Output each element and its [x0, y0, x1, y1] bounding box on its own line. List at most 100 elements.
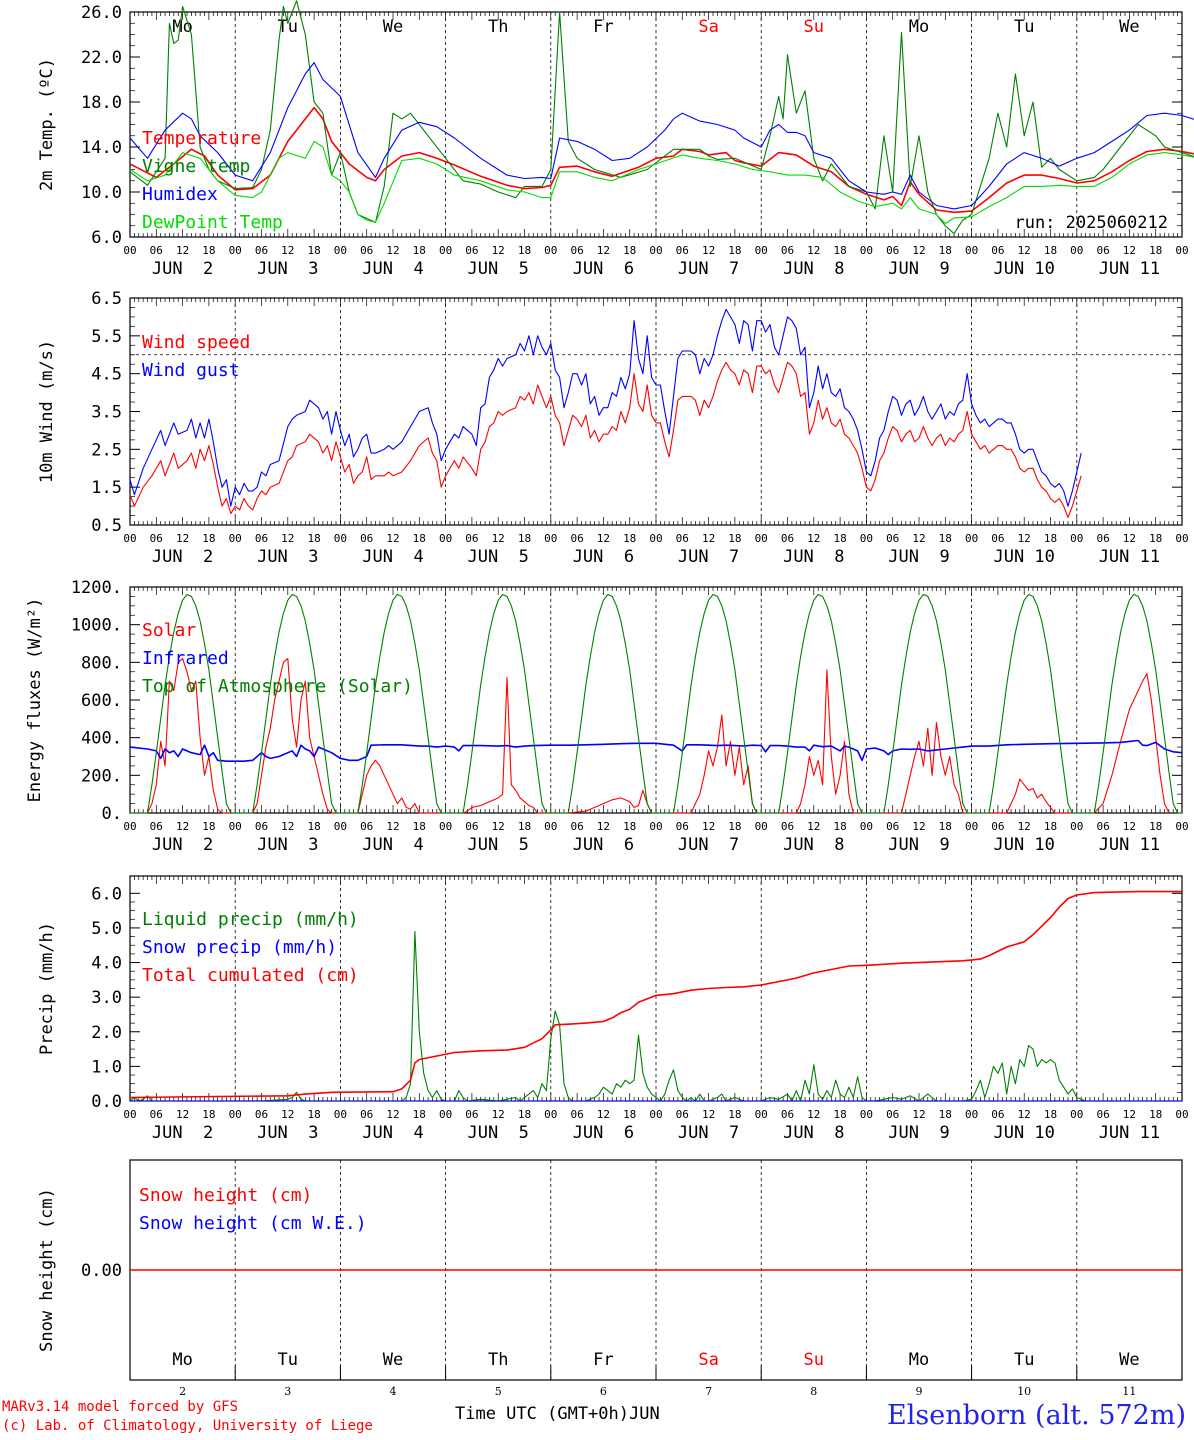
- date-label: JUN 7: [678, 1123, 739, 1143]
- hour-tick-label: 12: [1123, 244, 1136, 257]
- hour-tick-label: 18: [833, 244, 846, 257]
- hour-tick-label: 18: [202, 244, 215, 257]
- hour-tick-label: 18: [202, 532, 215, 545]
- date-label: JUN 3: [257, 1123, 318, 1143]
- hour-tick-label: 00: [649, 1108, 662, 1121]
- hour-tick-label: 12: [597, 532, 610, 545]
- date-label: JUN 4: [362, 835, 423, 855]
- hour-tick-label: 12: [176, 820, 189, 833]
- y-tick-label: 200.: [81, 766, 122, 786]
- hour-tick-label: 18: [518, 244, 531, 257]
- hour-tick-label: 12: [176, 244, 189, 257]
- x-axis-month: JUN: [629, 1404, 660, 1424]
- legend-entry: Total cumulated (cm): [142, 965, 359, 986]
- hour-tick-label: 12: [386, 820, 399, 833]
- legend-entry: Solar: [142, 620, 196, 641]
- hour-tick-label: 00: [860, 820, 873, 833]
- model-credits: MARv3.14 model forced by GFS (c) Lab. of …: [2, 1398, 373, 1436]
- y-tick-label: 800.: [81, 653, 122, 673]
- y-tick-label: 0.0: [91, 1092, 122, 1112]
- hour-tick-label: 00: [965, 820, 978, 833]
- date-label: JUN 2: [152, 259, 213, 279]
- hour-tick-label: 18: [307, 244, 320, 257]
- hour-tick-label: 00: [1175, 820, 1188, 833]
- hour-tick-label: 06: [570, 820, 583, 833]
- hour-tick-label: 00: [1175, 244, 1188, 257]
- hour-tick-label: 06: [886, 532, 899, 545]
- hour-tick-label: 12: [386, 532, 399, 545]
- hour-tick-label: 18: [307, 532, 320, 545]
- hour-tick-label: 12: [807, 532, 820, 545]
- legend-entry: Liquid precip (mm/h): [142, 909, 359, 930]
- hour-tick-label: 06: [886, 244, 899, 257]
- y-tick-label: 1.0: [91, 1057, 122, 1077]
- day-of-week-label: We: [383, 17, 403, 37]
- date-label: JUN 4: [362, 547, 423, 567]
- day-number-label: 10: [1017, 1385, 1031, 1398]
- hour-tick-label: 12: [1018, 244, 1031, 257]
- hour-tick-label: 00: [1070, 1108, 1083, 1121]
- legend-entry: Humidex: [142, 184, 218, 205]
- hour-tick-label: 06: [150, 1108, 163, 1121]
- hour-tick-label: 00: [123, 244, 136, 257]
- hour-tick-label: 06: [781, 244, 794, 257]
- y-tick-label: 18.0: [81, 93, 122, 113]
- series-line: [129, 62, 1194, 210]
- day-of-week-label: Th: [488, 1350, 508, 1370]
- hour-tick-label: 06: [255, 820, 268, 833]
- y-tick-label: 3.0: [91, 988, 122, 1008]
- hour-tick-label: 18: [939, 532, 952, 545]
- date-label: JUN 5: [467, 259, 528, 279]
- hour-tick-label: 12: [281, 820, 294, 833]
- hour-tick-label: 18: [1149, 532, 1162, 545]
- date-label: JUN 3: [257, 835, 318, 855]
- hour-tick-label: 18: [307, 820, 320, 833]
- hour-tick-label: 12: [1123, 532, 1136, 545]
- hour-tick-label: 00: [965, 1108, 978, 1121]
- hour-tick-label: 18: [518, 1108, 531, 1121]
- hour-tick-label: 12: [281, 244, 294, 257]
- legend-entry: Vigne temp: [142, 156, 250, 177]
- hour-tick-label: 06: [255, 1108, 268, 1121]
- legend-entry: Infrared: [142, 648, 229, 669]
- hour-tick-label: 06: [676, 244, 689, 257]
- hour-tick-label: 18: [1044, 1108, 1057, 1121]
- hour-tick-label: 00: [229, 532, 242, 545]
- hour-tick-label: 06: [465, 820, 478, 833]
- date-label: JUN 9: [888, 259, 949, 279]
- day-of-week-label: Mo: [909, 17, 929, 37]
- legend-entry: Snow height (cm W.E.): [139, 1213, 367, 1234]
- hour-tick-label: 06: [150, 532, 163, 545]
- hour-tick-label: 18: [518, 820, 531, 833]
- date-label: JUN 5: [467, 1123, 528, 1143]
- hour-tick-label: 18: [623, 1108, 636, 1121]
- hour-tick-label: 00: [544, 244, 557, 257]
- meteogram: 00 06 12 18 00 06 12 18 00 06 12 18 00 06 12 18 00 06 12 18…: [25, 0, 1194, 1398]
- hour-tick-label: 06: [360, 820, 373, 833]
- day-number-label: 7: [705, 1385, 712, 1398]
- x-axis-title: Time UTC (GMT+0h)JUN: [455, 1404, 660, 1424]
- hour-tick-label: 06: [991, 820, 1004, 833]
- hour-tick-label: 12: [702, 820, 715, 833]
- hour-tick-label: 12: [702, 244, 715, 257]
- y-tick-label: 0.5: [91, 516, 122, 536]
- y-tick-label: 0.: [102, 804, 122, 824]
- hour-tick-label: 00: [1175, 532, 1188, 545]
- hour-tick-label: 00: [965, 244, 978, 257]
- day-of-week-label: Tu: [278, 1350, 298, 1370]
- day-of-week-label: We: [1119, 17, 1139, 37]
- hour-tick-label: 18: [728, 244, 741, 257]
- plot-frame: [129, 11, 1183, 238]
- hour-tick-label: 06: [991, 532, 1004, 545]
- hour-tick-label: 00: [334, 820, 347, 833]
- date-label: JUN 2: [152, 547, 213, 567]
- hour-tick-label: 00: [860, 1108, 873, 1121]
- hour-tick-label: 00: [334, 1108, 347, 1121]
- day-of-week-label: Mo: [172, 1350, 192, 1370]
- hour-tick-label: 00: [334, 532, 347, 545]
- hour-tick-label: 00: [649, 820, 662, 833]
- hour-tick-label: 18: [833, 532, 846, 545]
- date-label: JUN 3: [257, 259, 318, 279]
- day-of-week-label: Th: [488, 17, 508, 37]
- hour-tick-label: 06: [1096, 244, 1109, 257]
